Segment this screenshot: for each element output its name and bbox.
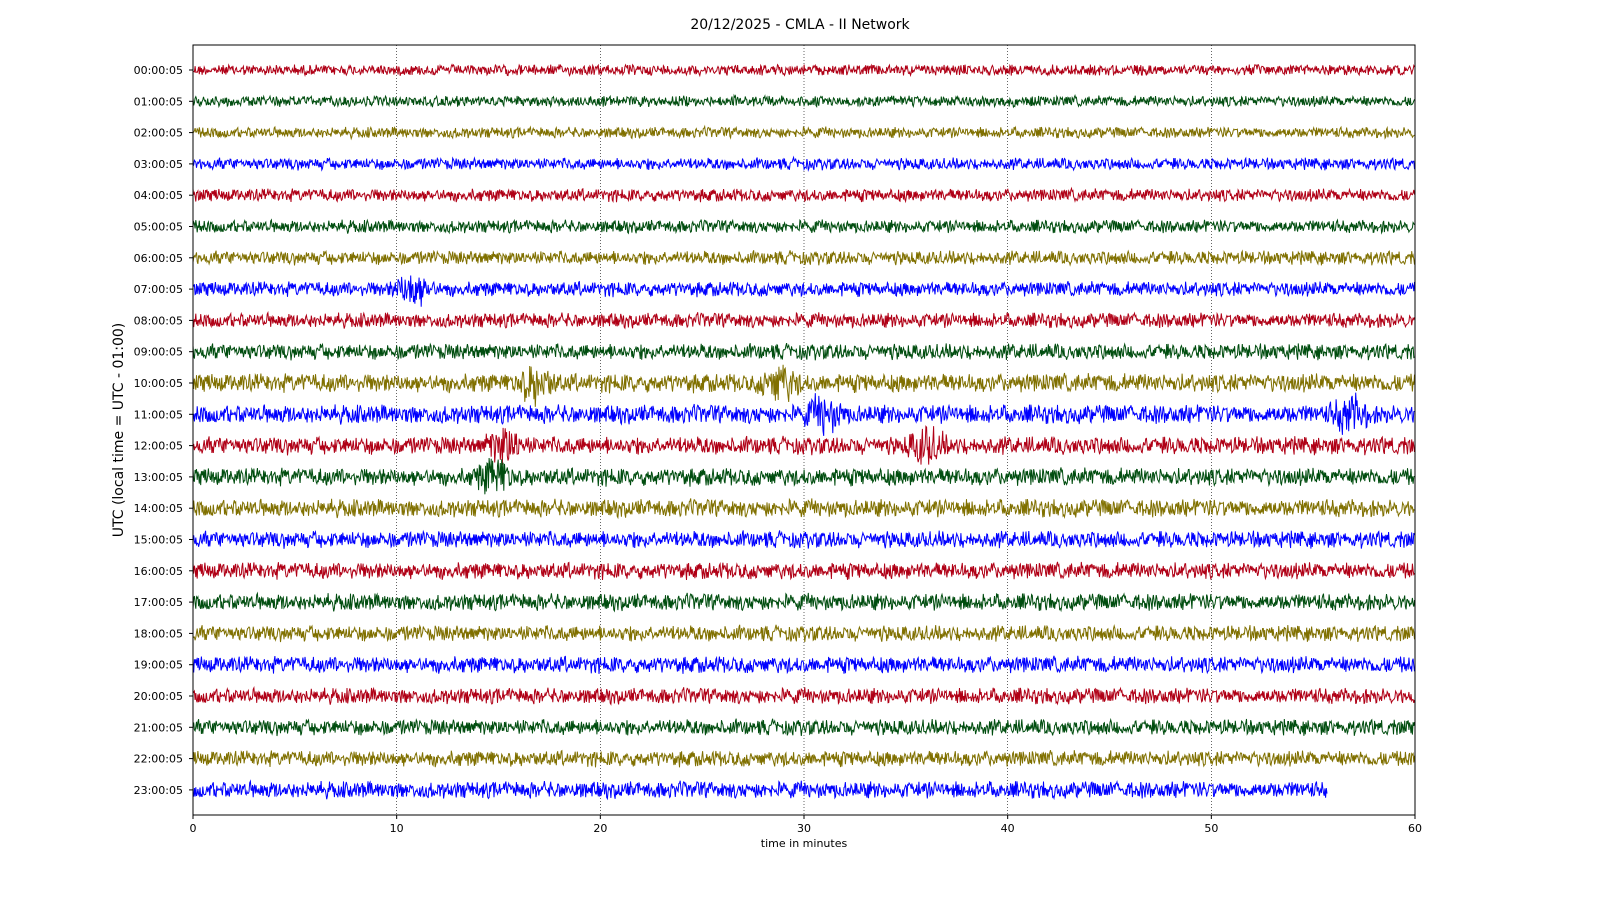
x-tick-label: 60	[1408, 822, 1422, 835]
trace-21-00-05	[192, 717, 1415, 737]
trace-22-00-05	[192, 749, 1415, 768]
y-tick-label: 19:00:05	[134, 659, 183, 672]
y-tick-label: 03:00:05	[134, 158, 183, 171]
x-tick-label: 0	[190, 822, 197, 835]
y-axis-ticks: 00:00:05 01:00:05 02:00:05 03:00:05 04:00:05…	[134, 64, 193, 797]
trace-19-00-05	[192, 655, 1415, 675]
trace-12-00-05	[192, 425, 1415, 466]
y-tick-label: 13:00:05	[134, 471, 183, 484]
trace-06-00-05	[192, 249, 1415, 267]
trace-11-00-05	[192, 392, 1415, 436]
y-tick-label: 10:00:05	[134, 377, 183, 390]
y-tick-label: 23:00:05	[134, 784, 183, 797]
grid-lines	[396, 45, 1212, 815]
trace-04-00-05	[192, 186, 1415, 204]
trace-17-00-05	[192, 591, 1415, 613]
y-tick-label: 00:00:05	[134, 64, 183, 77]
trace-18-00-05	[192, 623, 1415, 643]
seismic-traces	[192, 63, 1415, 801]
trace-23-00-05	[192, 779, 1328, 801]
y-tick-label: 20:00:05	[134, 690, 183, 703]
y-tick-label: 01:00:05	[134, 95, 183, 108]
trace-14-00-05	[192, 497, 1415, 520]
y-tick-label: 08:00:05	[134, 314, 183, 327]
trace-02-00-05	[192, 124, 1415, 141]
trace-15-00-05	[192, 529, 1415, 549]
x-tick-label: 20	[593, 822, 607, 835]
trace-00-00-05	[192, 63, 1415, 78]
y-tick-label: 22:00:05	[134, 753, 183, 766]
trace-13-00-05	[192, 457, 1415, 495]
y-tick-label: 21:00:05	[134, 721, 183, 734]
y-tick-label: 09:00:05	[134, 346, 183, 359]
trace-07-00-05	[192, 275, 1415, 307]
y-tick-label: 15:00:05	[134, 534, 183, 547]
y-tick-label: 04:00:05	[134, 189, 183, 202]
y-tick-label: 07:00:05	[134, 283, 183, 296]
trace-05-00-05	[192, 218, 1415, 235]
y-tick-label: 17:00:05	[134, 596, 183, 609]
y-tick-label: 06:00:05	[134, 252, 183, 265]
x-axis-label: time in minutes	[761, 837, 848, 850]
trace-08-00-05	[192, 310, 1415, 330]
chart-title: 20/12/2025 - CMLA - II Network	[690, 17, 910, 33]
y-axis-label: UTC (local time = UTC - 01:00)	[111, 323, 127, 538]
y-tick-label: 12:00:05	[134, 440, 183, 453]
trace-16-00-05	[192, 561, 1415, 581]
y-tick-label: 02:00:05	[134, 127, 183, 140]
y-tick-label: 16:00:05	[134, 565, 183, 578]
y-tick-label: 11:00:05	[134, 408, 183, 421]
trace-10-00-05	[192, 364, 1415, 407]
y-tick-label: 18:00:05	[134, 627, 183, 640]
x-tick-label: 30	[797, 822, 811, 835]
x-tick-label: 50	[1204, 822, 1218, 835]
trace-09-00-05	[192, 342, 1415, 361]
x-tick-label: 40	[1001, 822, 1015, 835]
trace-01-00-05	[192, 93, 1415, 109]
trace-03-00-05	[192, 155, 1415, 172]
trace-20-00-05	[192, 685, 1415, 706]
y-tick-label: 05:00:05	[134, 221, 183, 234]
x-tick-label: 10	[390, 822, 404, 835]
x-axis-ticks: 0 10 20 30 40 50 60	[190, 815, 1422, 835]
y-tick-label: 14:00:05	[134, 502, 183, 515]
